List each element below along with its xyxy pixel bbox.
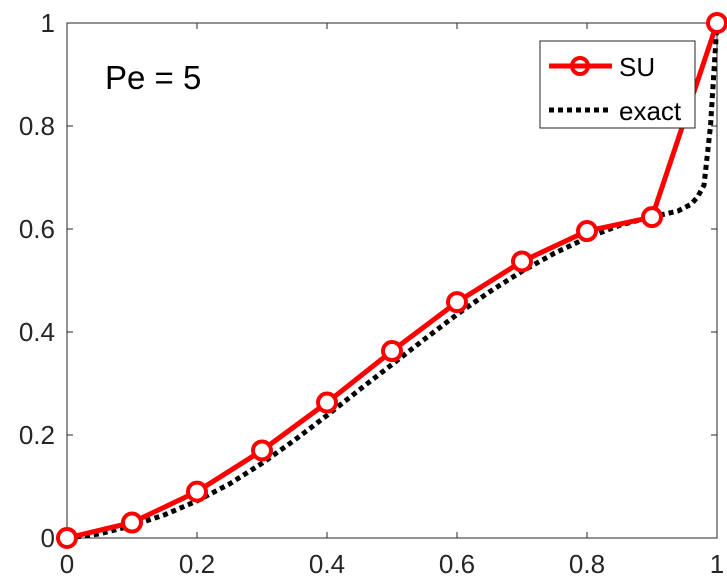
series-markers (56, 12, 727, 549)
data-point-SU (251, 439, 273, 462)
data-point-SU (56, 527, 78, 549)
axis-ticks: 0 0.2 0.4 0.6 0.8 1 0 0.2 0.4 0.6 0.8 1 (19, 8, 724, 579)
legend-exact-label: exact (619, 96, 682, 126)
data-point-SU (706, 12, 727, 34)
data-point-SU (316, 391, 338, 414)
y-tick-label: 0.4 (19, 317, 55, 347)
data-point-SU (121, 511, 143, 534)
x-tick-label: 0.6 (439, 549, 475, 579)
x-tick-label: 0.2 (179, 549, 215, 579)
data-point-SU (446, 291, 468, 314)
data-point-SU (576, 220, 598, 243)
data-point-SU (641, 206, 663, 229)
y-tick-label: 0.6 (19, 214, 55, 244)
y-tick-label: 0 (41, 523, 55, 553)
y-tick-label: 0.8 (19, 111, 55, 141)
legend-su-marker (570, 56, 590, 76)
legend: SU exact (539, 40, 696, 129)
legend-box (539, 40, 696, 129)
y-tick-label: 0.2 (19, 420, 55, 450)
y-tick-label: 1 (41, 8, 55, 38)
series-line-exact (66, 22, 720, 541)
pe-annotation: Pe = 5 (105, 59, 201, 96)
x-tick-label: 0.8 (569, 549, 605, 579)
data-point-SU (381, 340, 403, 363)
x-tick-label: 1 (710, 549, 724, 579)
legend-su-label: SU (619, 52, 655, 82)
data-point-SU (511, 250, 533, 273)
x-tick-label: 0.4 (309, 549, 345, 579)
x-tick-label: 0 (60, 549, 74, 579)
data-point-SU (186, 480, 208, 503)
